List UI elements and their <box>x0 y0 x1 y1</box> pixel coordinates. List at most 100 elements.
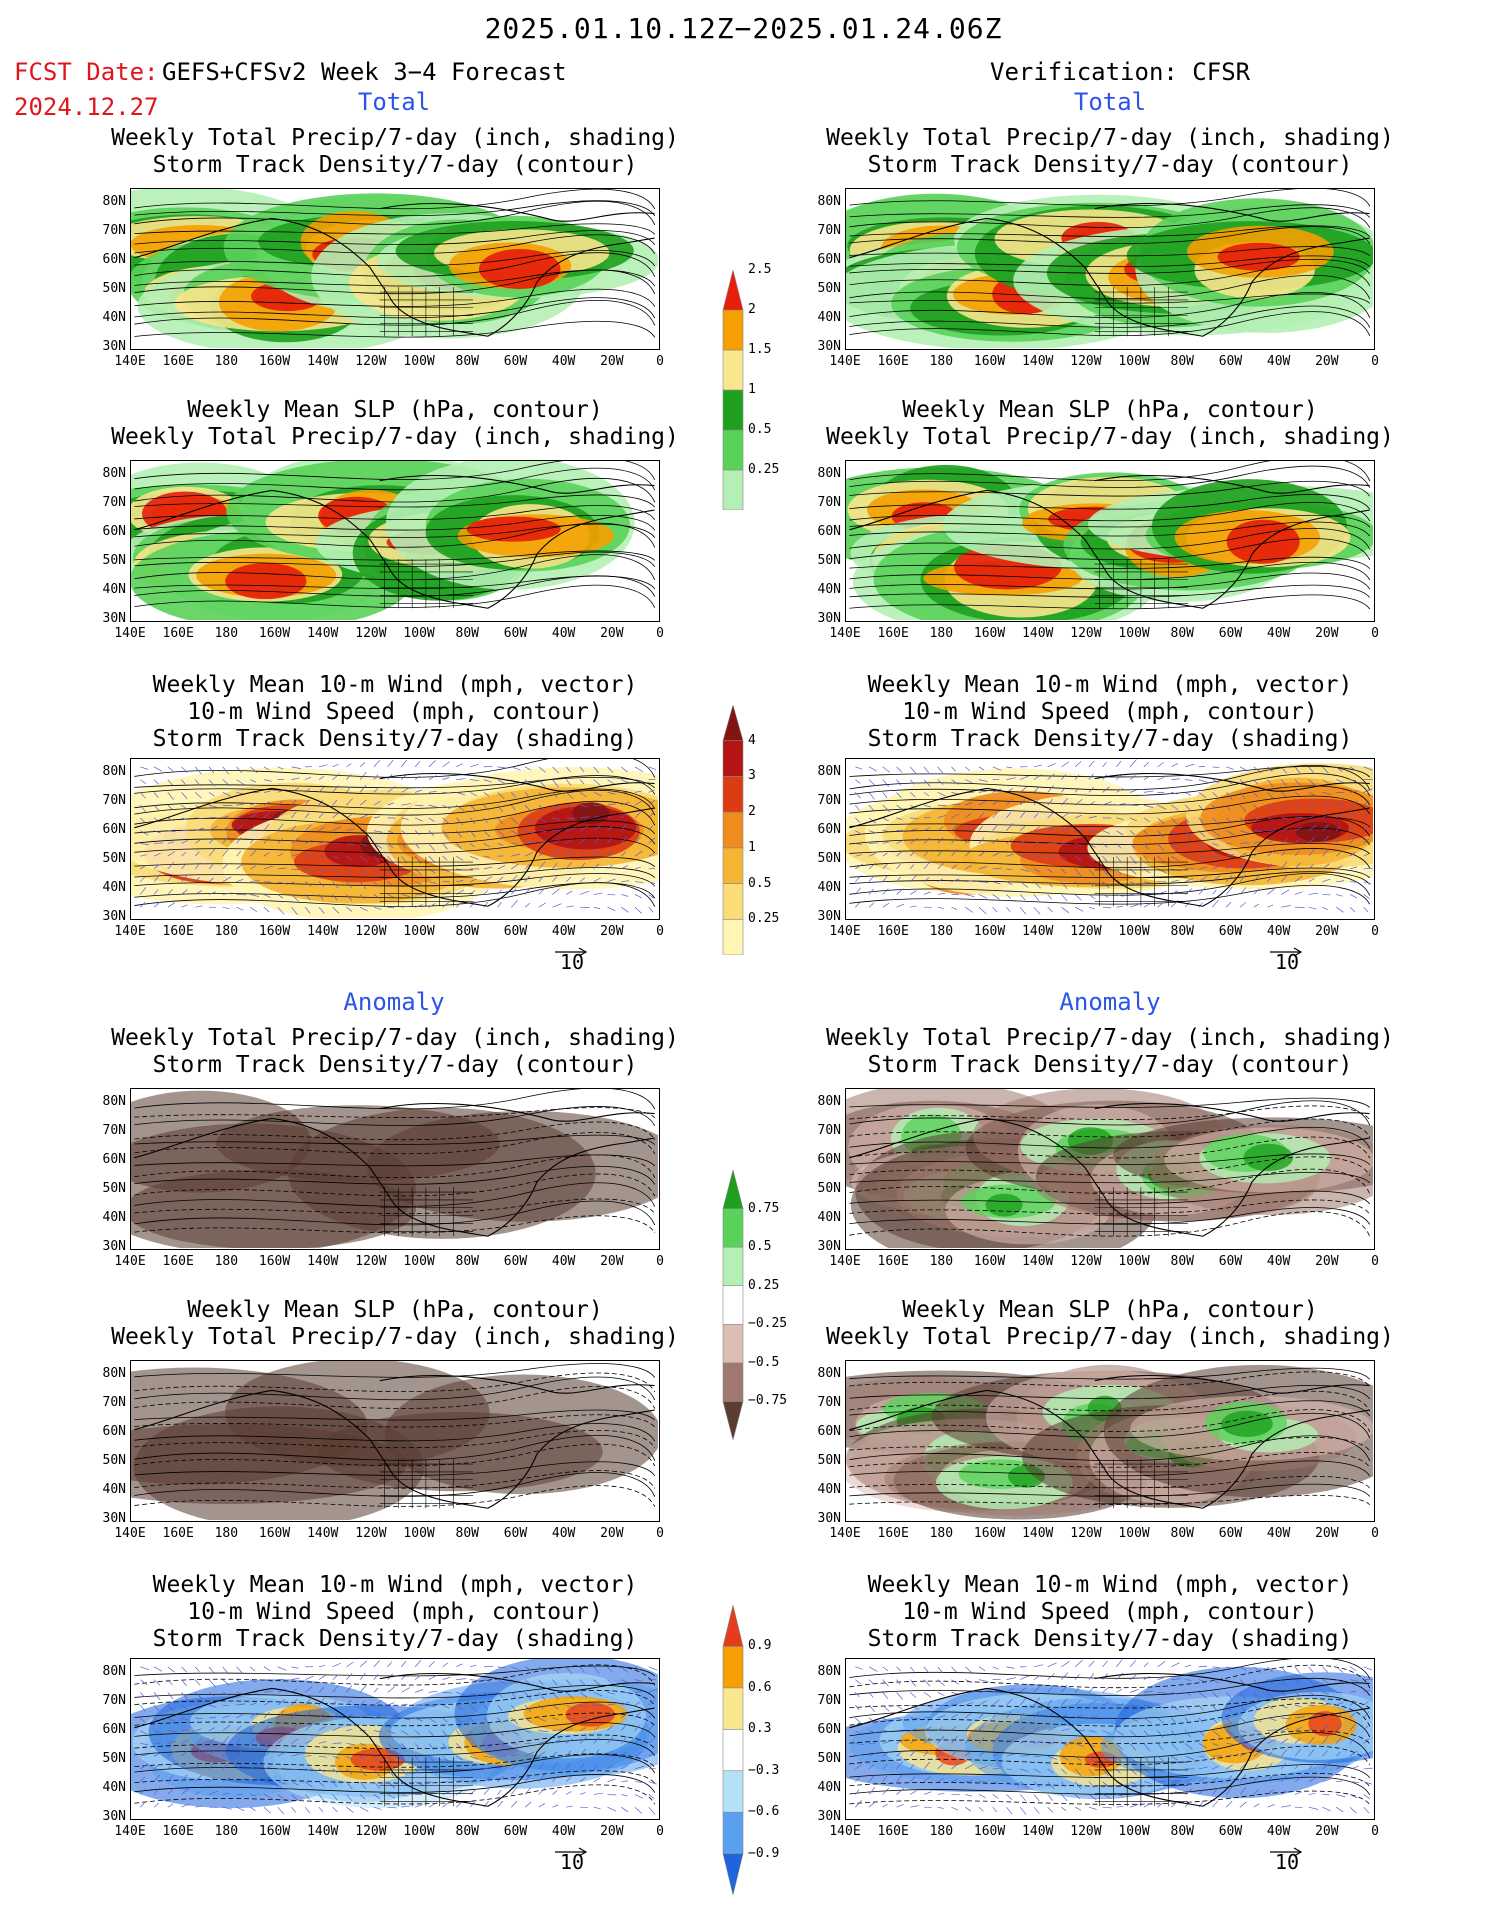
map-panel <box>845 1360 1375 1522</box>
lat-tick-label: 60N <box>102 1152 126 1167</box>
lon-tick-label: 160E <box>162 1254 194 1269</box>
lon-tick-label: 0 <box>656 1254 664 1269</box>
lon-tick-label: 140W <box>1022 1824 1054 1839</box>
lat-tick-label: 60N <box>817 1424 841 1439</box>
lon-tick-label: 100W <box>403 626 435 641</box>
lat-tick-label: 40N <box>102 1780 126 1795</box>
vector-reference-arrow <box>555 942 589 957</box>
colorbar-tick-label: 2 <box>748 804 756 820</box>
lon-tick-label: 80W <box>455 626 479 641</box>
colorbar-tick-label: 1 <box>748 839 756 855</box>
lon-tick-label: 160W <box>258 1526 291 1541</box>
lon-tick-label: 100W <box>1118 1824 1150 1839</box>
lon-tick-label: 120W <box>355 1824 387 1839</box>
lon-tick-label: 180 <box>929 354 954 369</box>
lon-tick-label: 100W <box>403 1254 435 1269</box>
lon-tick-label: 60W <box>1218 1824 1243 1839</box>
lat-tick-label: 40N <box>102 880 126 895</box>
lat-tick-label: 40N <box>817 1210 841 1225</box>
lon-tick-label: 180 <box>929 626 954 641</box>
lon-tick-label: 0 <box>1371 1254 1379 1269</box>
lon-tick-label: 160E <box>162 626 194 641</box>
lon-tick-label: 180 <box>929 1254 954 1269</box>
page-title: 2025.01.10.12Z−2025.01.24.06Z <box>484 12 1003 45</box>
lon-tick-label: 20W <box>600 626 624 641</box>
colorbar-tick-label: 0.5 <box>748 422 772 437</box>
lat-tick-label: 50N <box>102 281 126 296</box>
lon-tick-label: 40W <box>551 1526 576 1541</box>
lon-tick-label: 160W <box>258 1254 291 1269</box>
lon-tick-label: 100W <box>1118 354 1150 369</box>
lat-tick-label: 30N <box>102 1239 126 1254</box>
map-plot <box>131 1089 658 1248</box>
lon-tick-label: 40W <box>1266 626 1291 641</box>
lon-tick-label: 80W <box>455 1254 479 1269</box>
lon-tick-label: 120W <box>355 1526 387 1541</box>
panel-title-line: Weekly Total Precip/7-day (inch, shading… <box>826 424 1394 450</box>
panel-title-line: 10-m Wind Speed (mph, contour) <box>902 699 1318 725</box>
lon-tick-label: 140W <box>307 1526 339 1541</box>
colorbar-tick-label: 2 <box>748 302 756 317</box>
vector-reference-arrow <box>555 1842 589 1857</box>
map-plot <box>846 461 1373 620</box>
colorbar-tick-label: −0.3 <box>748 1762 780 1778</box>
lat-tick-label: 60N <box>102 524 126 539</box>
vector-reference-arrow <box>1270 1842 1304 1857</box>
vector-reference-label: 10 <box>559 950 585 974</box>
lon-tick-label: 20W <box>600 1824 624 1839</box>
lon-tick-label: 100W <box>1118 626 1150 641</box>
lon-tick-label: 140W <box>1022 924 1054 939</box>
lon-tick-label: 0 <box>1371 1824 1379 1839</box>
lat-tick-label: 80N <box>102 764 126 779</box>
lon-tick-label: 140W <box>1022 1254 1054 1269</box>
lon-tick-label: 20W <box>1315 1254 1339 1269</box>
panel-title-line: Storm Track Density/7-day (shading) <box>152 726 638 752</box>
lat-tick-label: 50N <box>102 1181 126 1196</box>
map-panel <box>845 1088 1375 1250</box>
lon-tick-label: 60W <box>503 924 528 939</box>
vector-reference-label: 10 <box>1274 1850 1300 1874</box>
lat-tick-label: 70N <box>102 1395 126 1410</box>
colorbar-tick-label: 0.25 <box>748 1277 780 1293</box>
lat-tick-label: 30N <box>817 1239 841 1254</box>
lon-tick-label: 60W <box>1218 1254 1243 1269</box>
lon-tick-label: 100W <box>403 924 435 939</box>
lat-tick-label: 60N <box>102 822 126 837</box>
map-panel <box>130 1658 660 1820</box>
panel-title-line: 10-m Wind Speed (mph, contour) <box>902 1599 1318 1625</box>
lon-tick-label: 160W <box>258 924 291 939</box>
panel-title-line: Storm Track Density/7-day (contour) <box>867 152 1353 178</box>
lon-tick-label: 140E <box>114 1824 146 1839</box>
lat-tick-label: 70N <box>817 223 841 238</box>
panel-title-line: Weekly Total Precip/7-day (inch, shading… <box>826 1324 1394 1350</box>
panel-title-line: Weekly Total Precip/7-day (inch, shading… <box>826 1025 1394 1051</box>
panel-title-line: Storm Track Density/7-day (contour) <box>152 1052 638 1078</box>
colorbar-tick-label: 0.25 <box>748 462 780 477</box>
lon-tick-label: 120W <box>1070 626 1102 641</box>
lon-tick-label: 40W <box>1266 1254 1291 1269</box>
lon-tick-label: 100W <box>403 1824 435 1839</box>
lon-tick-label: 140E <box>829 1254 861 1269</box>
panel-title-line: 10-m Wind Speed (mph, contour) <box>187 699 603 725</box>
lat-tick-label: 50N <box>817 1453 841 1468</box>
lon-tick-label: 140E <box>114 1526 146 1541</box>
lon-tick-label: 140W <box>1022 626 1054 641</box>
lat-tick-label: 30N <box>817 1809 841 1824</box>
section-total-left: Total <box>357 88 431 116</box>
colorbar-tick-label: 0.5 <box>748 875 772 891</box>
map-plot <box>131 759 658 918</box>
map-plot <box>131 189 658 348</box>
map-panel <box>130 188 660 350</box>
lon-tick-label: 40W <box>1266 1526 1291 1541</box>
lon-tick-label: 140E <box>829 1824 861 1839</box>
lon-tick-label: 100W <box>1118 924 1150 939</box>
lon-tick-label: 20W <box>600 354 624 369</box>
lon-tick-label: 160E <box>877 1824 909 1839</box>
map-panel <box>845 1658 1375 1820</box>
vector-reference-arrow <box>1270 942 1304 957</box>
lat-tick-label: 50N <box>102 1751 126 1766</box>
lat-tick-label: 70N <box>102 1693 126 1708</box>
lat-tick-label: 70N <box>102 223 126 238</box>
lon-tick-label: 40W <box>551 1824 576 1839</box>
panel-title-line: Weekly Mean SLP (hPa, contour) <box>902 397 1318 423</box>
